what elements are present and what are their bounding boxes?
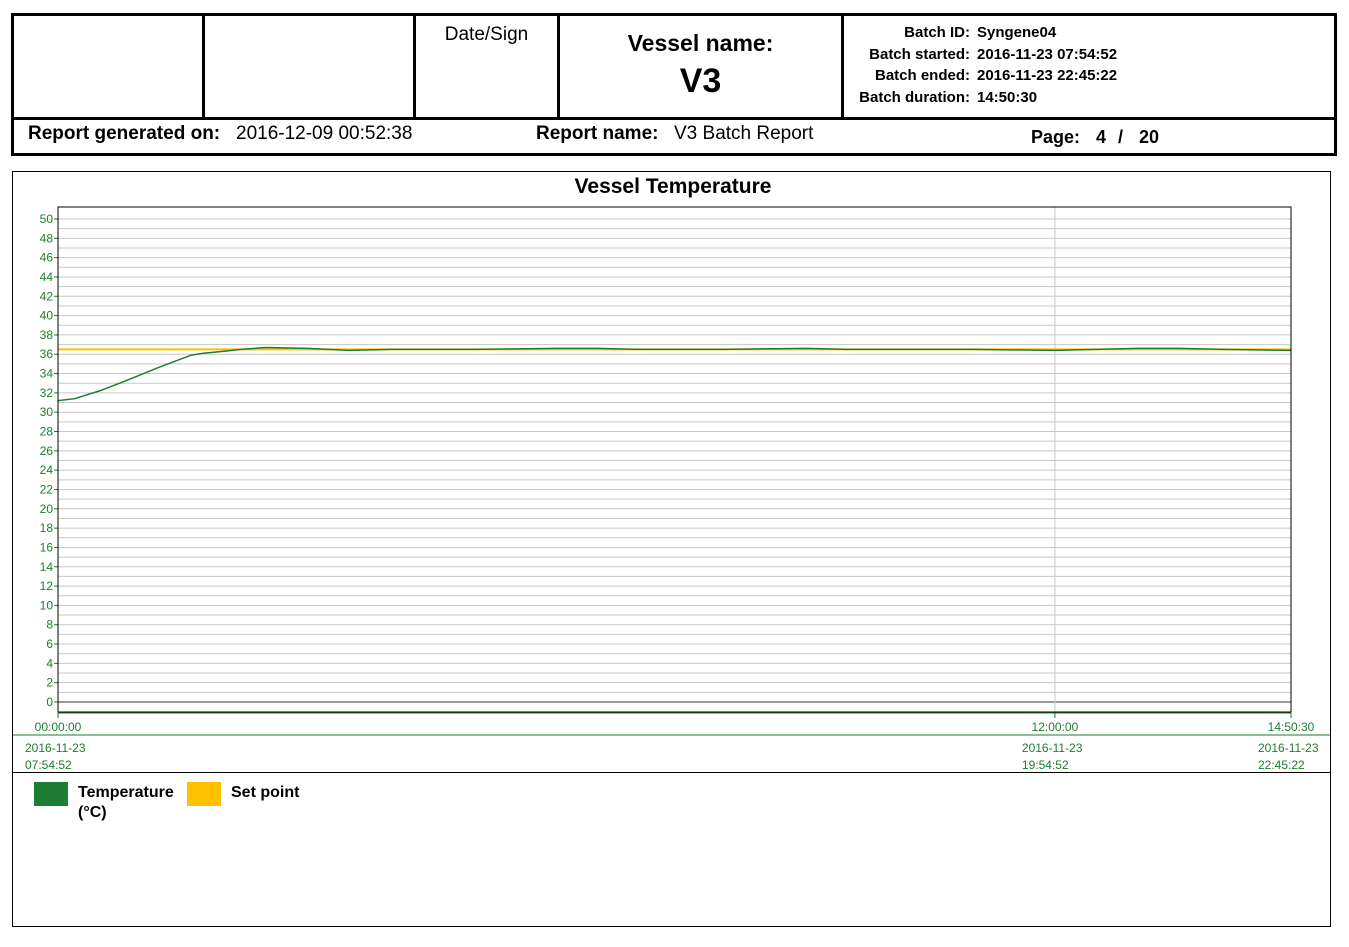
chart-panel: Vessel Temperature 0 2 4 6 8 10 12 14 16 18 20 22 24… (12, 171, 1331, 927)
y-tick-label: 14 (40, 560, 54, 574)
page-total: 20 (1139, 127, 1160, 147)
page-current: 4 (1096, 127, 1107, 147)
report-name-value: V3 Batch Report (674, 123, 814, 144)
legend-label-temperature: Temperature (78, 784, 174, 801)
y-tick-label: 34 (40, 367, 54, 381)
y-tick-label: 12 (40, 579, 54, 593)
y-tick-label: 48 (40, 231, 54, 245)
y-tick-label: 22 (40, 482, 54, 496)
temperature-chart: Vessel Temperature 024681012141618202224… (13, 175, 1330, 772)
x-tick-time: 19:54:52 (1022, 758, 1069, 772)
x-tick-date: 2016-11-23 (25, 741, 86, 755)
batch-duration-label: Batch duration: (859, 89, 970, 106)
batch-info-cell: Batch ID: Syngene04 Batch started: 2016-… (844, 16, 1334, 117)
y-tick-label: 36 (40, 347, 54, 361)
report-generated-value: 2016-12-09 00:52:38 (236, 123, 413, 144)
batch-started-value: 2016-11-23 07:54:52 (977, 46, 1118, 63)
blank-cell (205, 16, 416, 117)
vessel-name-value: V3 (679, 62, 722, 100)
batch-id-value: Syngene04 (977, 24, 1057, 41)
y-tick-label: 16 (40, 540, 54, 554)
y-tick-label: 10 (40, 598, 54, 612)
page-label: Page: (1031, 127, 1081, 147)
x-tick-date: 2016-11-23 (1258, 741, 1319, 755)
vessel-name-label: Vessel name: (627, 30, 774, 56)
y-tick-label: 40 (40, 309, 54, 323)
legend-swatch-temperature (34, 782, 68, 806)
page-separator: / (1118, 127, 1124, 147)
y-tick-label: 20 (40, 502, 54, 516)
batch-duration-row: Batch duration: 14:50:30 (844, 88, 1334, 108)
y-tick-label: 42 (40, 289, 54, 303)
series-line-temperature (57, 346, 1291, 402)
vessel-cell: Vessel name: V3 (560, 16, 844, 117)
batch-started-row: Batch started: 2016-11-23 07:54:52 (844, 45, 1334, 65)
y-tick-label: 0 (46, 695, 53, 709)
axes: 0246810121416182022242628303234363840424… (13, 207, 1330, 772)
x-tick-label: 12:00:00 (1032, 720, 1079, 734)
header-top-row: Date/Sign Vessel name: V3 Batch ID: Syng… (14, 16, 1334, 120)
series-lines (57, 346, 1291, 402)
report-generated-label: Report generated on: (28, 123, 221, 144)
plot-area-border (57, 206, 1292, 713)
batch-ended-label: Batch ended: (874, 67, 970, 84)
legend-label-set-point: Set point (231, 784, 300, 801)
date-sign-label: Date/Sign (444, 24, 529, 45)
x-tick-label: 00:00:00 (35, 720, 82, 734)
x-tick-date: 2016-11-23 (1022, 741, 1083, 755)
grid-lines (58, 207, 1291, 712)
y-tick-label: 24 (40, 463, 54, 477)
legend-swatch-set-point (187, 782, 221, 806)
y-tick-label: 2 (46, 676, 53, 690)
y-tick-label: 8 (46, 618, 53, 632)
x-tick-time: 07:54:52 (25, 758, 72, 772)
y-tick-label: 26 (40, 444, 54, 458)
legend-divider (13, 772, 1330, 773)
legend-unit-temperature: (°C) (78, 804, 107, 821)
logo-cell (14, 16, 205, 117)
x-tick-label: 14:50:30 (1268, 720, 1315, 734)
chart-title: Vessel Temperature (575, 175, 772, 198)
y-tick-label: 38 (40, 328, 54, 342)
batch-ended-row: Batch ended: 2016-11-23 22:45:22 (844, 66, 1334, 86)
batch-ended-value: 2016-11-23 22:45:22 (977, 67, 1118, 84)
header-bottom-row: Report generated on: 2016-12-09 00:52:38… (14, 120, 1334, 153)
y-tick-label: 18 (40, 521, 54, 535)
batch-id-label: Batch ID: (904, 24, 970, 41)
y-tick-label: 4 (46, 656, 53, 670)
batch-started-label: Batch started: (869, 46, 970, 63)
y-tick-label: 28 (40, 425, 54, 439)
y-tick-label: 30 (40, 405, 54, 419)
y-tick-label: 44 (40, 270, 54, 284)
report-header: Date/Sign Vessel name: V3 Batch ID: Syng… (11, 13, 1337, 156)
date-sign-cell: Date/Sign (416, 16, 560, 117)
y-tick-label: 32 (40, 386, 54, 400)
x-tick-time: 22:45:22 (1258, 758, 1305, 772)
y-tick-label: 50 (40, 212, 54, 226)
batch-id-row: Batch ID: Syngene04 (844, 23, 1334, 43)
batch-duration-value: 14:50:30 (977, 89, 1038, 106)
report-name-label: Report name: (536, 123, 659, 144)
y-tick-label: 46 (40, 251, 54, 265)
y-tick-label: 6 (46, 637, 53, 651)
